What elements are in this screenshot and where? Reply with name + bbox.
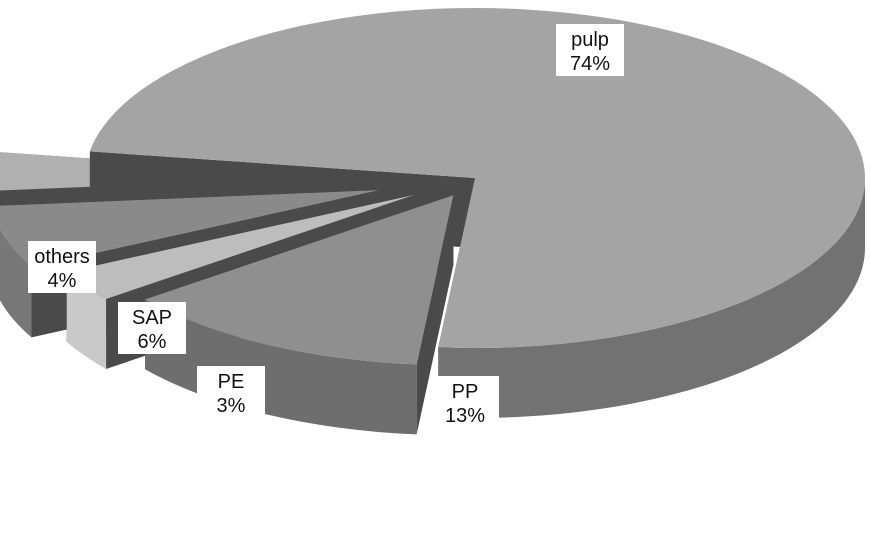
slice-pp xyxy=(145,195,454,435)
label-background xyxy=(197,366,265,418)
slice-percent: 13% xyxy=(445,405,485,427)
slice-label-pe: PE3% xyxy=(197,366,265,418)
slice-percent: 3% xyxy=(217,395,246,417)
label-background xyxy=(431,376,499,428)
slice-top xyxy=(89,7,866,348)
slice-name: PE xyxy=(218,371,245,393)
slice-side xyxy=(438,178,865,418)
slice-side xyxy=(0,230,32,338)
slice-side xyxy=(66,271,107,370)
slices-layer xyxy=(0,7,866,435)
slice-name: PP xyxy=(452,381,479,403)
slice-percent: 6% xyxy=(138,331,167,353)
slice-percent: 74% xyxy=(570,53,610,75)
slice-top xyxy=(66,194,415,300)
slice-name: others xyxy=(34,246,90,268)
label-background xyxy=(28,241,96,293)
slice-top xyxy=(145,195,454,365)
label-background xyxy=(556,24,624,76)
slice-side xyxy=(145,299,417,435)
slice-percent: 4% xyxy=(48,270,77,292)
label-background xyxy=(118,302,186,354)
slice-name: pulp xyxy=(571,29,609,51)
slice-name: SAP xyxy=(132,307,172,329)
